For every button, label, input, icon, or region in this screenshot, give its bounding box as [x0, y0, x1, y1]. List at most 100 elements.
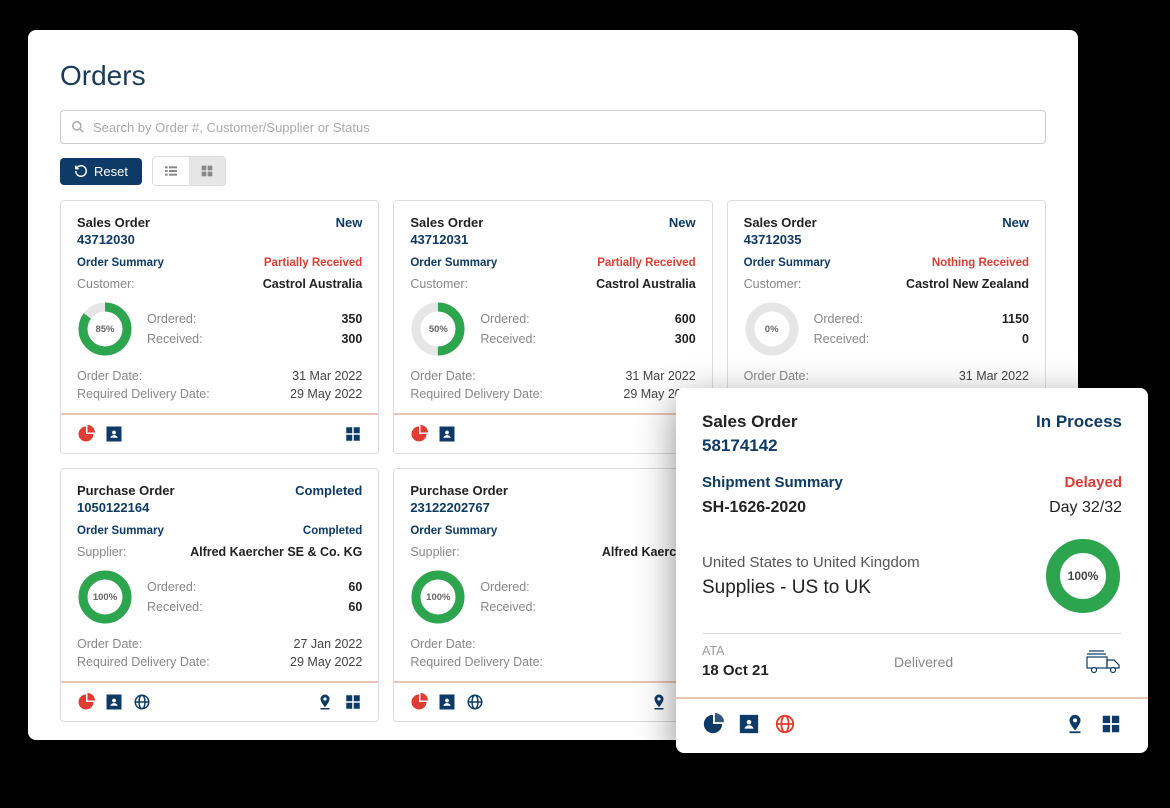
card-id[interactable]: 43712035 — [744, 232, 1029, 247]
globe-icon[interactable] — [466, 693, 484, 711]
divider — [702, 633, 1122, 634]
summary-status: Partially Received — [264, 257, 362, 269]
ordered-value: 60 — [348, 580, 362, 594]
summary-status: Nothing Received — [932, 257, 1029, 269]
progress-donut: 100% — [410, 569, 466, 625]
detail-route: United States to United Kingdom — [702, 554, 920, 571]
detail-shipment-number: SH-1626-2020 — [702, 499, 806, 517]
analytics-icon[interactable] — [77, 693, 95, 711]
card-status: New — [1002, 215, 1029, 230]
received-value: 0 — [1022, 332, 1029, 346]
ordered-value: 600 — [675, 312, 696, 326]
contact-icon[interactable] — [105, 425, 123, 443]
card-id[interactable]: 43712031 — [410, 232, 695, 247]
progress-donut: 100% — [77, 569, 133, 625]
detail-route-title: Supplies - US to UK — [702, 577, 920, 599]
party-label: Supplier: — [410, 545, 459, 559]
summary-label: Order Summary — [744, 257, 831, 269]
analytics-icon[interactable] — [702, 713, 724, 735]
analytics-icon[interactable] — [77, 425, 95, 443]
order-date-value: 31 Mar 2022 — [625, 369, 695, 383]
order-date-label: Order Date: — [410, 369, 475, 383]
view-grid-button[interactable] — [189, 157, 225, 185]
divider — [394, 681, 711, 683]
order-card[interactable]: Purchase OrderCompleted1050122164Order S… — [60, 468, 379, 722]
reset-icon — [74, 164, 88, 178]
card-type: Sales Order — [410, 215, 483, 230]
contact-icon[interactable] — [105, 693, 123, 711]
apps-icon[interactable] — [344, 425, 362, 443]
party-label: Customer: — [410, 277, 468, 291]
required-date-label: Required Delivery Date: — [410, 387, 543, 401]
order-card[interactable]: Sales OrderNew43712030Order SummaryParti… — [60, 200, 379, 454]
apps-icon[interactable] — [344, 693, 362, 711]
party-label: Customer: — [744, 277, 802, 291]
card-id[interactable]: 1050122164 — [77, 500, 362, 515]
view-list-button[interactable] — [153, 157, 189, 185]
summary-status: Completed — [303, 525, 362, 537]
party-name: Castrol New Zealand — [906, 277, 1029, 291]
divider — [61, 413, 378, 415]
received-label: Received: — [147, 600, 203, 614]
list-icon — [163, 163, 179, 179]
required-date-label: Required Delivery Date: — [77, 655, 210, 669]
summary-label: Order Summary — [77, 525, 164, 537]
order-date-label: Order Date: — [77, 637, 142, 651]
received-label: Received: — [480, 332, 536, 346]
order-card[interactable]: Purchase Order23122202767Order SummarySu… — [393, 468, 712, 722]
received-value: 60 — [348, 600, 362, 614]
donut-percent: 0% — [744, 301, 800, 357]
summary-status: Partially Received — [597, 257, 695, 269]
card-status: New — [336, 215, 363, 230]
location-icon[interactable] — [650, 693, 668, 711]
contact-icon[interactable] — [438, 693, 456, 711]
required-date-label: Required Delivery Date: — [77, 387, 210, 401]
card-type: Sales Order — [744, 215, 817, 230]
reset-label: Reset — [94, 164, 128, 179]
party-name: Alfred Kaercher SE & Co. KG — [190, 545, 362, 559]
ordered-label: Ordered: — [480, 312, 529, 326]
contact-icon[interactable] — [738, 713, 760, 735]
required-date-label: Required Delivery Date: — [410, 655, 543, 669]
globe-icon[interactable] — [133, 693, 151, 711]
search-icon — [71, 120, 85, 134]
card-id[interactable]: 43712030 — [77, 232, 362, 247]
globe-icon[interactable] — [774, 713, 796, 735]
party-label: Supplier: — [77, 545, 126, 559]
ordered-label: Ordered: — [147, 312, 196, 326]
summary-label: Order Summary — [410, 257, 497, 269]
detail-ata-label: ATA — [702, 644, 894, 658]
card-type: Purchase Order — [410, 483, 508, 498]
divider — [676, 697, 1148, 699]
analytics-icon[interactable] — [410, 693, 428, 711]
card-id[interactable]: 23122202767 — [410, 500, 695, 515]
analytics-icon[interactable] — [410, 425, 428, 443]
donut-percent: 85% — [77, 301, 133, 357]
order-card[interactable]: Sales Order New 43712031 Order Summary Parti… — [393, 200, 712, 454]
search-bar[interactable] — [60, 110, 1046, 144]
card-status: Completed — [295, 483, 362, 498]
donut-percent: 100% — [77, 569, 133, 625]
order-date-label: Order Date: — [410, 637, 475, 651]
detail-delivered-label: Delivered — [894, 654, 1086, 670]
detail-id[interactable]: 58174142 — [702, 436, 1122, 456]
detail-summary-status: Delayed — [1064, 474, 1122, 491]
contact-icon[interactable] — [438, 425, 456, 443]
truck-icon — [1086, 650, 1122, 674]
detail-type: Sales Order — [702, 412, 797, 432]
received-label: Received: — [814, 332, 870, 346]
view-toggle — [152, 156, 226, 186]
card-status: New — [669, 215, 696, 230]
ordered-value: 1150 — [1002, 312, 1029, 326]
ordered-value: 350 — [341, 312, 362, 326]
location-icon[interactable] — [1064, 713, 1086, 735]
search-input[interactable] — [93, 120, 1035, 135]
location-icon[interactable] — [316, 693, 334, 711]
party-name: Castrol Australia — [596, 277, 696, 291]
detail-ata-date: 18 Oct 21 — [702, 662, 894, 679]
progress-donut: 0% — [744, 301, 800, 357]
reset-button[interactable]: Reset — [60, 158, 142, 185]
ordered-label: Ordered: — [814, 312, 863, 326]
party-label: Customer: — [77, 277, 135, 291]
apps-icon[interactable] — [1100, 713, 1122, 735]
